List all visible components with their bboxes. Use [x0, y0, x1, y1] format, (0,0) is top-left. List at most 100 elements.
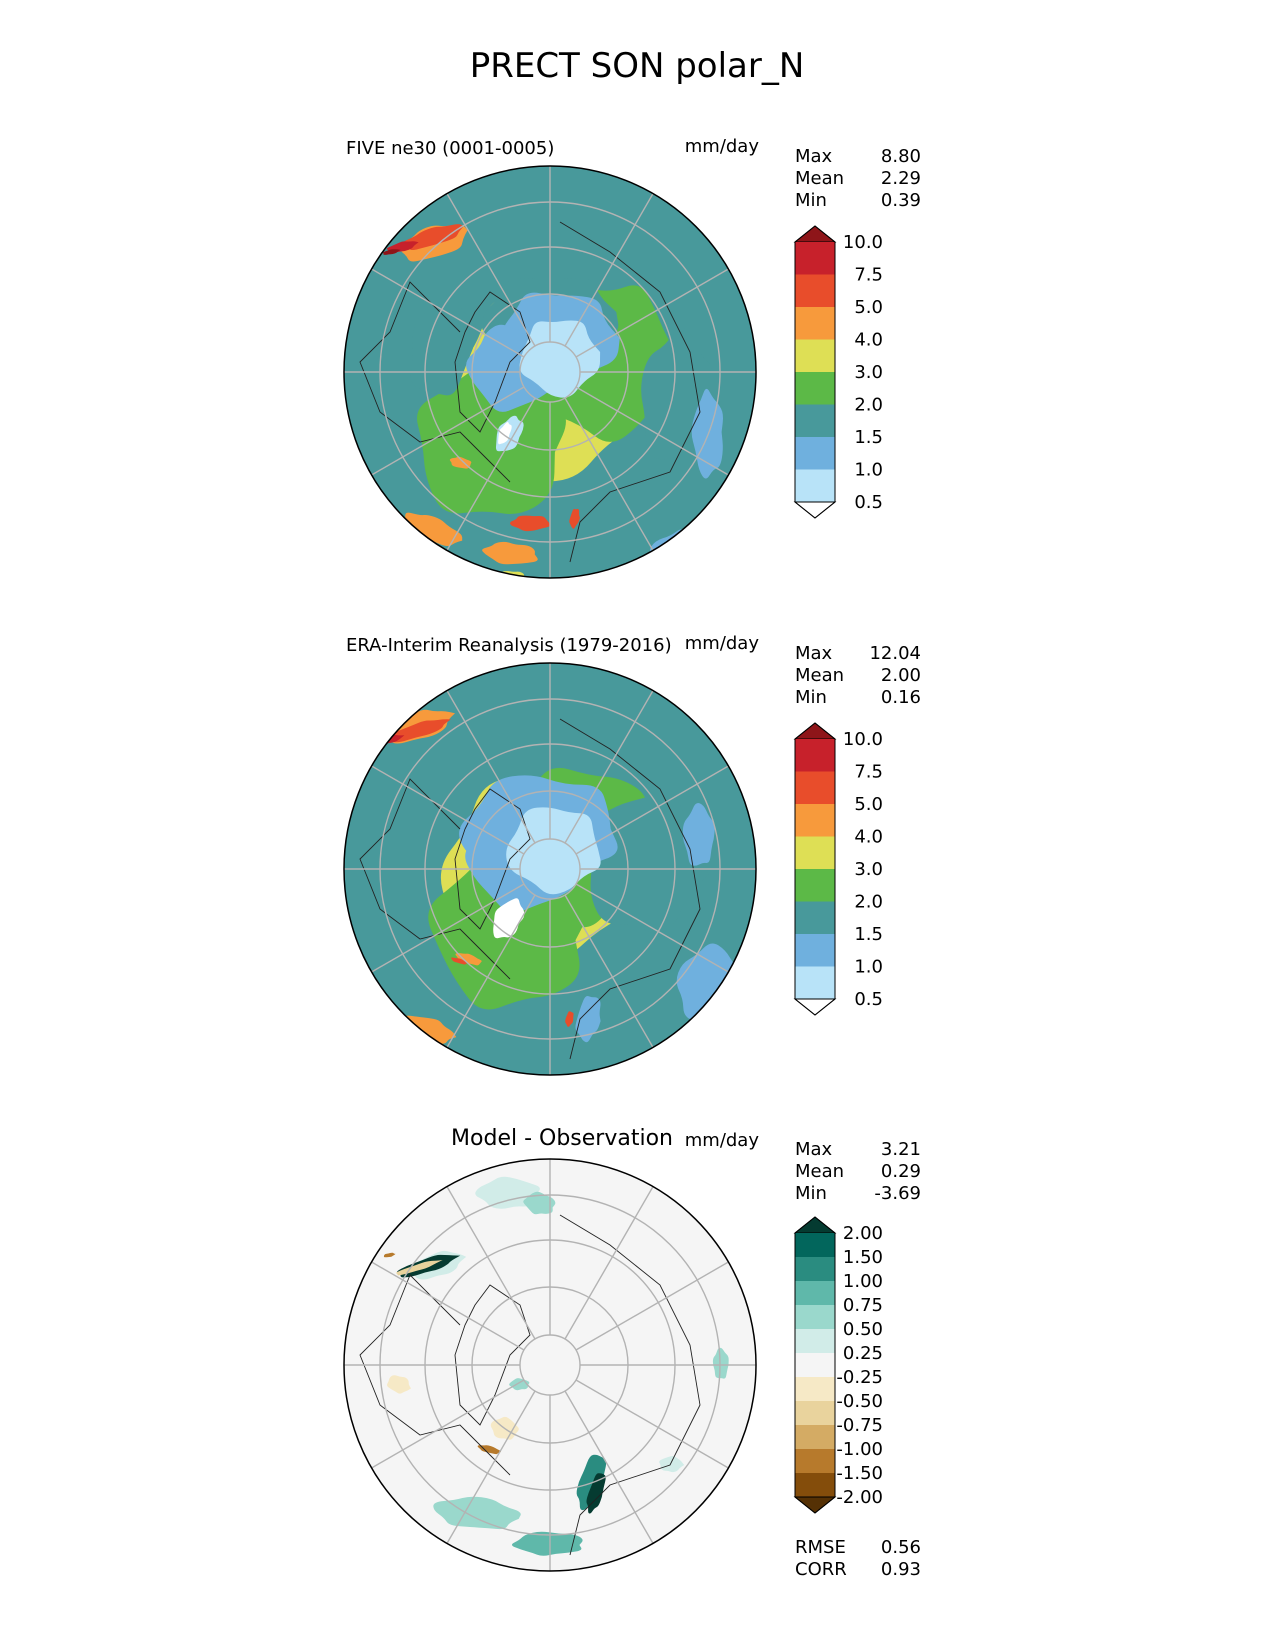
colorbar-outline: [794, 722, 836, 1016]
colorbar-segment: [795, 771, 835, 805]
colorbar-segment: [795, 1473, 835, 1498]
contour-region: [455, 953, 482, 966]
colorbar-segment: [795, 901, 835, 935]
contour-region: [382, 249, 401, 255]
metric-corr-label: CORR: [795, 1559, 847, 1580]
metrics-block: RMSE 0.56 CORR 0.93: [795, 1537, 921, 1580]
coastline-eurasia: [559, 1214, 701, 1556]
colorbar-tick-label: 0.50: [843, 1319, 883, 1340]
stat-max-label: Max: [795, 643, 833, 664]
colorbar-tick-label: -0.75: [836, 1415, 883, 1436]
colorbar-tick-label: 5.0: [854, 794, 883, 815]
colorbar-segment: [795, 1377, 835, 1402]
colorbar-tick-label: 0.75: [843, 1295, 883, 1316]
contour-region: [565, 1011, 574, 1027]
stat-max-value: 12.04: [869, 643, 921, 664]
colorbar-tick-label: 3.0: [854, 859, 883, 880]
colorbar-tick-label: -2.00: [836, 1487, 883, 1508]
stat-min-value: 0.16: [881, 687, 921, 708]
colorbar: -2.00 -1.50 -1.00 -0.75 -0.50 -0.25 0.25 0.50 0.…: [793, 1216, 883, 1514]
map-graticule: [344, 166, 756, 578]
contour-region: [702, 1218, 719, 1231]
contour-region: [511, 1531, 583, 1556]
meridian-line: [575, 1261, 729, 1351]
colorbar-outline: [794, 1216, 836, 1514]
colorbar-tick-label: 0.5: [854, 989, 883, 1010]
contour-region: [482, 541, 538, 565]
colorbar-tick-label: 1.00: [843, 1271, 883, 1292]
contour-region: [477, 1445, 502, 1455]
stat-max-label: Max: [795, 1139, 833, 1160]
colorbar-tick-label: -0.50: [836, 1391, 883, 1412]
map-area: [343, 662, 757, 1076]
contour-region: [383, 1252, 396, 1258]
contour-region: [494, 570, 527, 578]
figure-title: PRECT SON polar_N: [470, 46, 805, 86]
meridian-line: [446, 894, 536, 1048]
colorbar-segment: [795, 804, 835, 837]
colorbar-tick-label: 2.00: [843, 1223, 883, 1244]
colorbar-extend-top: [793, 722, 837, 740]
contour-region: [510, 515, 551, 532]
contour-region: [506, 807, 601, 895]
contour-region: [367, 744, 383, 750]
colorbar-tick-label: 3.0: [854, 362, 883, 383]
colorbar-tick-label: 4.0: [854, 827, 883, 848]
colorbar-segment: [795, 869, 835, 902]
coastline-eurasia: [559, 718, 701, 1060]
stat-min-label: Min: [795, 190, 827, 211]
contour-region: [589, 792, 709, 934]
metric-rmse-value: 0.56: [881, 1537, 921, 1558]
colorbar-segment: [795, 372, 835, 405]
contour-region: [405, 512, 463, 547]
meridian-line: [575, 883, 729, 973]
colorbar-segment: [795, 469, 835, 503]
meridian-line: [564, 1390, 654, 1544]
contour-region: [659, 1455, 685, 1473]
contour-region: [712, 1347, 729, 1379]
colorbar-extend-bottom: [793, 998, 837, 1016]
metric-corr-value: 0.93: [881, 1559, 921, 1580]
meridian-line: [446, 1390, 536, 1544]
meridian-line: [371, 1261, 525, 1351]
colorbar-segment: [795, 1257, 835, 1282]
stat-min-label: Min: [795, 1183, 827, 1204]
coastline-north-america: [359, 778, 511, 980]
colorbar-segment: [795, 836, 835, 870]
meridian-line: [371, 268, 525, 358]
panel-model: FIVE ne30 (0001-0005) mm/day Max 8.80 Me…: [343, 136, 921, 579]
stat-mean-label: Mean: [795, 665, 844, 686]
stat-mean-label: Mean: [795, 1161, 844, 1182]
colorbar-tick-label: 1.50: [843, 1247, 883, 1268]
stat-max-label: Max: [795, 146, 833, 167]
meridian-line: [371, 765, 525, 855]
colorbar-extend-bottom: [793, 1496, 837, 1514]
colorbar-tick-label: 5.0: [854, 297, 883, 318]
contour-region: [449, 456, 472, 469]
panel-title: FIVE ne30 (0001-0005): [346, 138, 554, 159]
colorbar-tick-label: -1.00: [836, 1439, 883, 1460]
stats-block: Max 12.04 Mean 2.00 Min 0.16: [795, 643, 921, 708]
contour-region: [451, 957, 468, 965]
contour-region: [389, 719, 452, 743]
meridian-line: [575, 268, 729, 358]
colorbar-tick-label: 1.0: [854, 957, 883, 978]
stat-min-value: 0.39: [881, 190, 921, 211]
map-area: [343, 1158, 757, 1572]
colorbar-segment: [795, 1425, 835, 1450]
colorbar-segment: [795, 274, 835, 308]
contour-region: [498, 422, 512, 445]
contour-region: [523, 1191, 556, 1215]
colorbar-segment: [795, 1233, 835, 1258]
panel-difference: Model - Observation mm/day Max 3.21 Mean…: [343, 1126, 921, 1580]
colorbar-tick-label: 1.5: [854, 924, 883, 945]
colorbar-segment: [795, 307, 835, 340]
colorbar-segment: [795, 1281, 835, 1306]
meridian-line: [575, 765, 729, 855]
colorbar-tick-label: 10.0: [843, 729, 883, 750]
meridian-line: [564, 397, 654, 551]
colorbar-extend-top: [793, 1216, 837, 1234]
colorbar-tick-label: 2.0: [854, 892, 883, 913]
contour-region: [433, 1496, 521, 1530]
